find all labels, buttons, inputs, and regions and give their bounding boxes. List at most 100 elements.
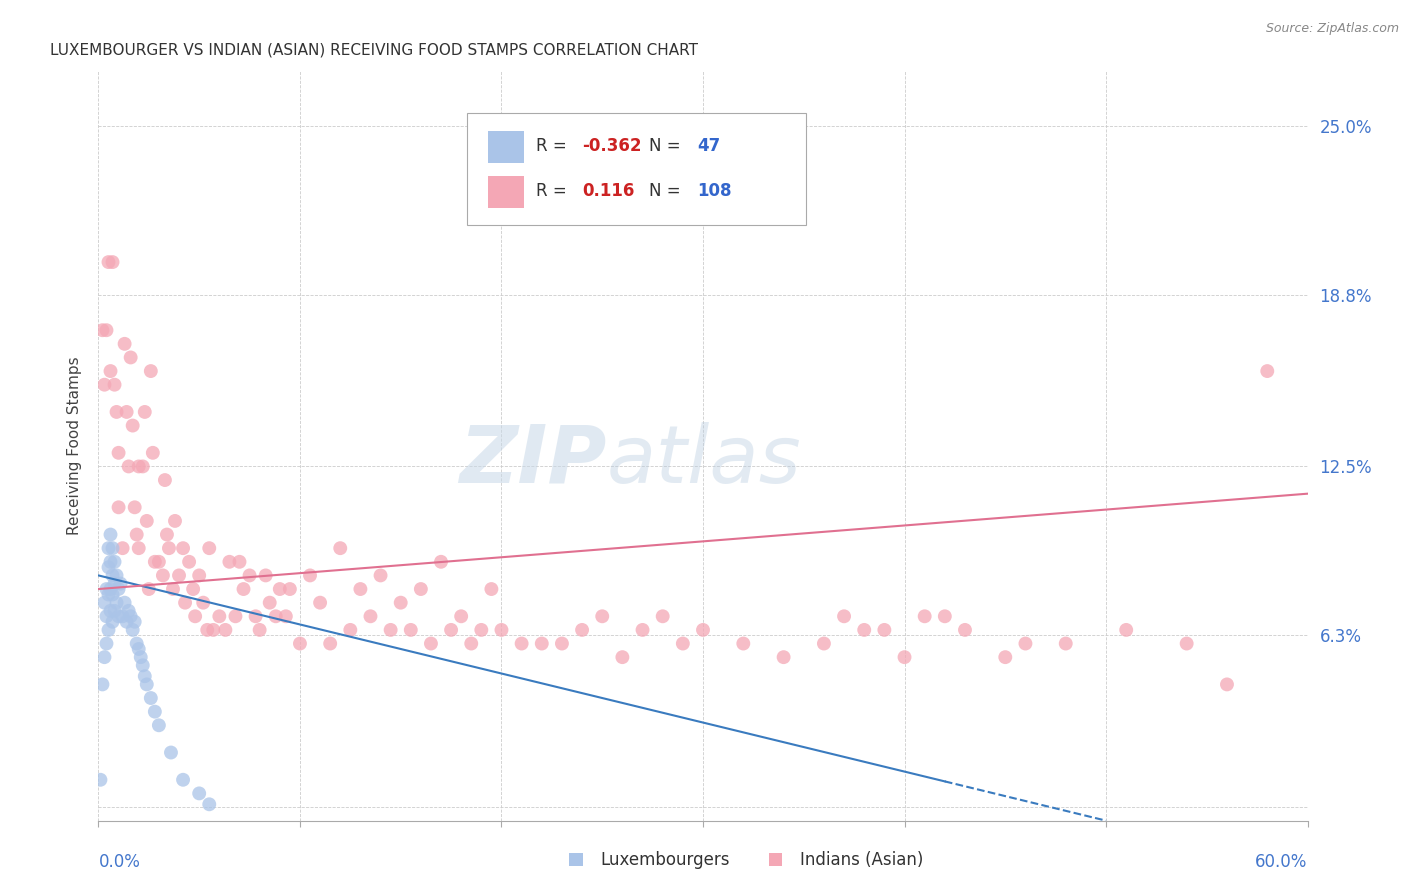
Point — [399, 623, 422, 637]
Point — [111, 541, 134, 556]
Point — [853, 623, 876, 637]
Text: atlas: atlas — [606, 422, 801, 500]
Point — [115, 615, 138, 629]
Point — [259, 596, 281, 610]
Point — [121, 623, 143, 637]
Point — [228, 555, 250, 569]
Text: ZIP: ZIP — [458, 422, 606, 500]
Point — [100, 604, 122, 618]
Point — [481, 582, 503, 596]
Point — [329, 541, 352, 556]
Point — [245, 609, 267, 624]
Point — [551, 636, 574, 650]
Point — [239, 568, 262, 582]
Point — [96, 323, 118, 337]
Point — [179, 555, 201, 569]
Point — [107, 609, 129, 624]
Point — [188, 786, 211, 800]
Point — [202, 623, 225, 637]
Y-axis label: Receiving Food Stamps: Receiving Food Stamps — [66, 357, 82, 535]
Point — [224, 609, 246, 624]
Point — [89, 772, 111, 787]
Point — [93, 596, 115, 610]
Point — [97, 255, 120, 269]
Text: Indians (Asian): Indians (Asian) — [800, 851, 924, 869]
Point — [103, 377, 125, 392]
Point — [873, 623, 896, 637]
Point — [440, 623, 463, 637]
Point — [105, 568, 128, 582]
Text: 47: 47 — [697, 137, 720, 155]
Point — [101, 568, 124, 582]
Point — [380, 623, 402, 637]
Text: N =: N = — [648, 137, 681, 155]
Point — [100, 582, 122, 596]
Point — [107, 500, 129, 515]
Point — [733, 636, 755, 650]
Point — [772, 650, 794, 665]
Point — [121, 418, 143, 433]
Text: 60.0%: 60.0% — [1256, 854, 1308, 871]
Point — [103, 576, 125, 591]
Point — [156, 527, 179, 541]
Point — [319, 636, 342, 650]
Point — [107, 582, 129, 596]
Point — [232, 582, 254, 596]
Point — [249, 623, 271, 637]
Point — [288, 636, 311, 650]
Point — [349, 582, 371, 596]
Point — [97, 623, 120, 637]
Point — [110, 576, 132, 591]
Point — [135, 514, 157, 528]
Point — [103, 604, 125, 618]
Point — [491, 623, 513, 637]
Text: Source: ZipAtlas.com: Source: ZipAtlas.com — [1265, 22, 1399, 36]
Point — [195, 623, 218, 637]
Point — [101, 587, 124, 601]
Point — [143, 555, 166, 569]
Point — [530, 636, 553, 650]
Text: LUXEMBOURGER VS INDIAN (ASIAN) RECEIVING FOOD STAMPS CORRELATION CHART: LUXEMBOURGER VS INDIAN (ASIAN) RECEIVING… — [51, 43, 697, 58]
Point — [172, 541, 194, 556]
Point — [148, 718, 170, 732]
Point — [214, 623, 236, 637]
Point — [105, 405, 128, 419]
Point — [139, 691, 162, 706]
Point — [1216, 677, 1239, 691]
Point — [174, 596, 197, 610]
Point — [125, 636, 148, 650]
Point — [389, 596, 412, 610]
Point — [118, 604, 141, 618]
Point — [953, 623, 976, 637]
Point — [188, 568, 211, 582]
Point — [115, 405, 138, 419]
Point — [135, 677, 157, 691]
Point — [100, 364, 122, 378]
Point — [360, 609, 382, 624]
Bar — [488, 177, 524, 208]
Point — [160, 746, 183, 760]
Point — [450, 609, 472, 624]
Point — [571, 623, 593, 637]
Point — [934, 609, 956, 624]
Point — [97, 560, 120, 574]
Point — [651, 609, 673, 624]
Point — [120, 609, 142, 624]
Text: R =: R = — [536, 182, 567, 200]
Point — [134, 405, 156, 419]
Point — [409, 582, 432, 596]
Point — [101, 541, 124, 556]
Text: R =: R = — [536, 137, 567, 155]
Point — [143, 705, 166, 719]
Point — [125, 527, 148, 541]
FancyBboxPatch shape — [467, 112, 806, 225]
Point — [148, 555, 170, 569]
Point — [97, 587, 120, 601]
Point — [672, 636, 695, 650]
Point — [93, 650, 115, 665]
Bar — [488, 131, 524, 162]
Text: Luxembourgers: Luxembourgers — [600, 851, 730, 869]
Point — [162, 582, 184, 596]
Point — [96, 636, 118, 650]
Point — [278, 582, 301, 596]
